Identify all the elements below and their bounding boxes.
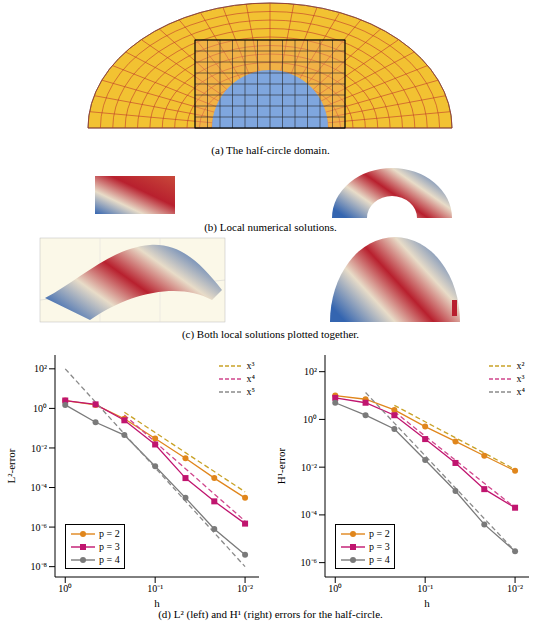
svg-text:10⁻⁴: 10⁻⁴: [31, 482, 48, 493]
svg-text:10⁻²: 10⁻²: [237, 583, 253, 594]
html-text:p = 2: p = 2: [369, 528, 390, 539]
html-text:(c) Both local solutions plott: (c) Both local solutions plotted togethe…: [181, 328, 360, 340]
svg-text:10²: 10²: [304, 366, 317, 377]
svg-text:10⁻²: 10⁻²: [507, 583, 523, 594]
svg-text:L²-error: L²-error: [8, 448, 17, 483]
html-text:(a) The half-circle domain.: (a) The half-circle domain.: [211, 144, 330, 156]
svg-text:10⁻²: 10⁻²: [301, 462, 317, 473]
svg-text:10⁰: 10⁰: [33, 403, 47, 414]
svg-text:h: h: [154, 597, 160, 607]
html-text:p = 4: p = 4: [99, 554, 120, 565]
html-text:x⁴: x⁴: [246, 373, 255, 384]
html-text:x²: x²: [516, 360, 525, 371]
html-text:p = 3: p = 3: [369, 541, 390, 552]
svg-text:H¹-error: H¹-error: [275, 448, 287, 485]
svg-text:10⁻⁸: 10⁻⁸: [31, 561, 48, 572]
html-text:x³: x³: [246, 360, 255, 371]
html-text:(b) Local numerical solutions.: (b) Local numerical solutions.: [204, 221, 337, 233]
html-text:p = 2: p = 2: [99, 528, 120, 539]
svg-text:10⁰: 10⁰: [58, 583, 72, 594]
svg-text:10⁻¹: 10⁻¹: [147, 583, 163, 594]
svg-text:10⁰: 10⁰: [328, 583, 342, 594]
svg-text:10⁻⁴: 10⁻⁴: [301, 509, 318, 520]
html-text:p = 3: p = 3: [99, 541, 120, 552]
html-text:x⁵: x⁵: [246, 386, 255, 397]
html-text:x³: x³: [516, 373, 525, 384]
html-text:(d) L² (left) and H¹ (right) e: (d) L² (left) and H¹ (right) errors for …: [158, 608, 383, 620]
svg-text:10²: 10²: [34, 363, 47, 374]
html-text:p = 4: p = 4: [369, 554, 390, 565]
svg-text:10⁰: 10⁰: [303, 414, 317, 425]
svg-text:h: h: [424, 597, 430, 607]
svg-text:10⁻⁶: 10⁻⁶: [301, 557, 318, 568]
html-text:x⁴: x⁴: [516, 386, 525, 397]
svg-text:10⁻¹: 10⁻¹: [417, 583, 433, 594]
svg-text:10⁻⁶: 10⁻⁶: [31, 522, 48, 533]
svg-text:10⁻²: 10⁻²: [31, 443, 47, 454]
